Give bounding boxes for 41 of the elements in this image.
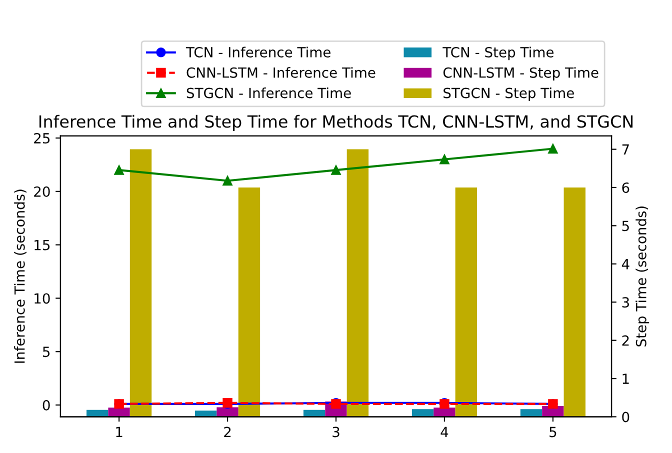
y-tick-label: 15: [34, 240, 50, 250]
x-tick-label: 1: [116, 426, 122, 438]
y-tick-label: 25: [34, 133, 50, 144]
y2-tick-label: 6: [622, 182, 630, 193]
bar: [216, 407, 238, 417]
x-tick-label: 3: [332, 426, 340, 438]
bar: [520, 409, 542, 417]
bar: [455, 187, 478, 417]
point: [548, 144, 558, 154]
y2-tick-label: 2: [622, 335, 629, 346]
legend-label: STGCN - Step Time: [444, 87, 574, 101]
y2-axis-title: Step Time (seconds): [636, 206, 650, 346]
x-tick-label: 4: [440, 426, 448, 438]
point: [331, 165, 341, 175]
y-axis-title: Inference Time (seconds): [14, 190, 26, 363]
y2-tick-label: 3: [622, 297, 629, 308]
y2-tick-label: 1: [622, 374, 629, 384]
y2-tick-label: 5: [622, 220, 629, 232]
legend-label: TCN - Inference Time: [186, 46, 330, 58]
bar: [238, 187, 260, 417]
y2-tick-label: 0: [622, 412, 630, 422]
bar: [346, 149, 369, 417]
bar: [130, 149, 152, 417]
legend-label: CNN-LSTM - Inference Time: [186, 67, 376, 78]
x-tick-label: 5: [550, 426, 556, 438]
y-tick-label: 0: [42, 400, 50, 410]
chart-title: Inference Time and Step Time for Methods TCN, CNN-LSTM, and STGCN: [39, 114, 633, 132]
point: [440, 154, 450, 164]
y2-tick-label: 7: [622, 144, 629, 155]
bar: [564, 187, 586, 417]
y-tick-label: 5: [42, 346, 50, 358]
y-tick-label: 20: [34, 186, 50, 197]
legend-label: STGCN - Inference Time: [186, 87, 351, 98]
legend-label: CNN-LSTM - Step Time: [443, 67, 598, 81]
y2-tick-label: 4: [622, 259, 630, 270]
bar: [412, 409, 434, 417]
point: [222, 176, 232, 186]
point: [114, 165, 124, 175]
legend-label: TCN - Step Time: [442, 46, 554, 60]
y-tick-label: 10: [34, 293, 50, 304]
x-tick-label: 2: [224, 426, 231, 438]
